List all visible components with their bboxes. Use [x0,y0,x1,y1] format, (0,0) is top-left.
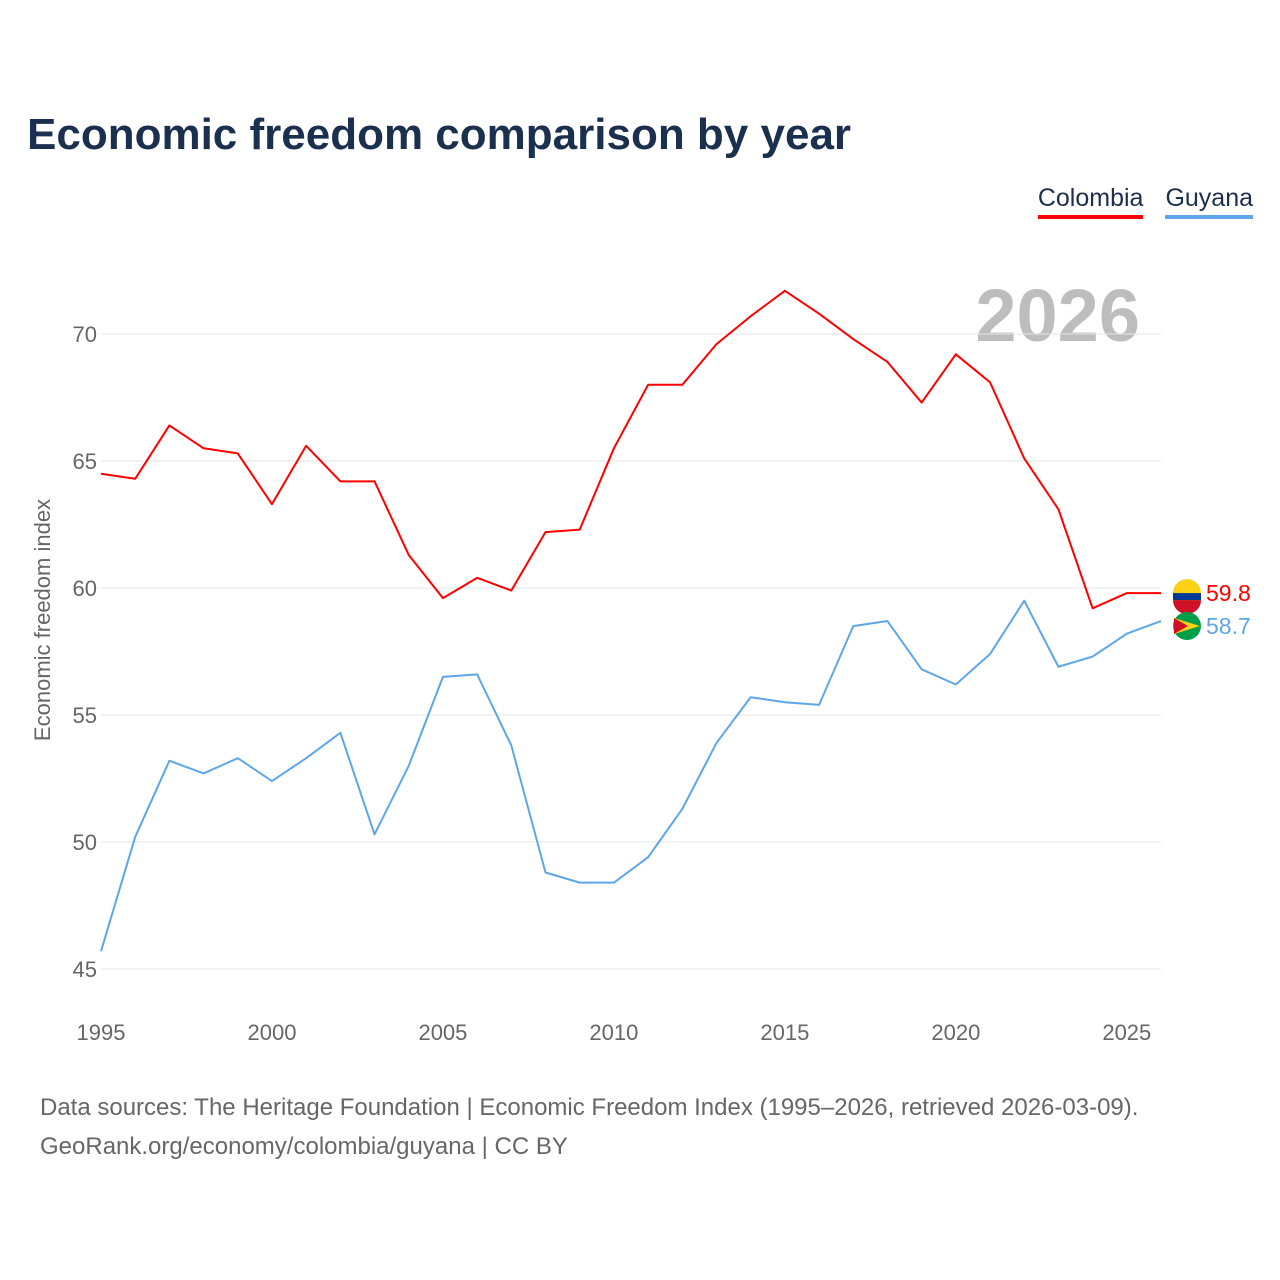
legend-item-colombia[interactable]: Colombia [1037,184,1144,219]
legend-item-guyana[interactable]: Guyana [1165,184,1253,219]
series-line-colombia [100,289,1161,610]
y-tick-label: 55 [73,703,97,728]
flag-stripe [1174,618,1188,635]
y-tick-label: 65 [73,449,97,474]
y-tick-label: 45 [73,957,97,982]
legend: Colombia Guyana [1037,184,1253,219]
y-axis-label: Economic freedom index [30,499,55,741]
source-note: Data sources: The Heritage Foundation | … [40,1088,1138,1166]
flag-stripe [1173,600,1201,615]
chart-title: Economic freedom comparison by year [27,110,852,159]
x-tick-label: 2005 [418,1020,467,1045]
year-watermark: 2026 [975,274,1140,357]
y-tick-label: 60 [73,576,97,601]
x-tick-label: 1995 [77,1020,126,1045]
x-tick-label: 2000 [247,1020,296,1045]
x-tick-label: 2020 [931,1020,980,1045]
y-tick-label: 70 [73,322,97,347]
series-line-guyana [100,599,1162,952]
source-line-2[interactable]: GeoRank.org/economy/colombia/guyana | CC… [40,1133,568,1160]
source-line-1: Data sources: The Heritage Foundation | … [40,1094,1139,1121]
end-value-label-guyana: 58.7 [1206,613,1251,639]
x-tick-label: 2015 [760,1020,809,1045]
y-tick-label: 50 [73,830,97,855]
x-tick-label: 2010 [589,1020,638,1045]
flag-stripe [1173,593,1201,601]
x-tick-label: 2025 [1102,1020,1151,1045]
end-value-label-colombia: 59.8 [1206,580,1251,606]
